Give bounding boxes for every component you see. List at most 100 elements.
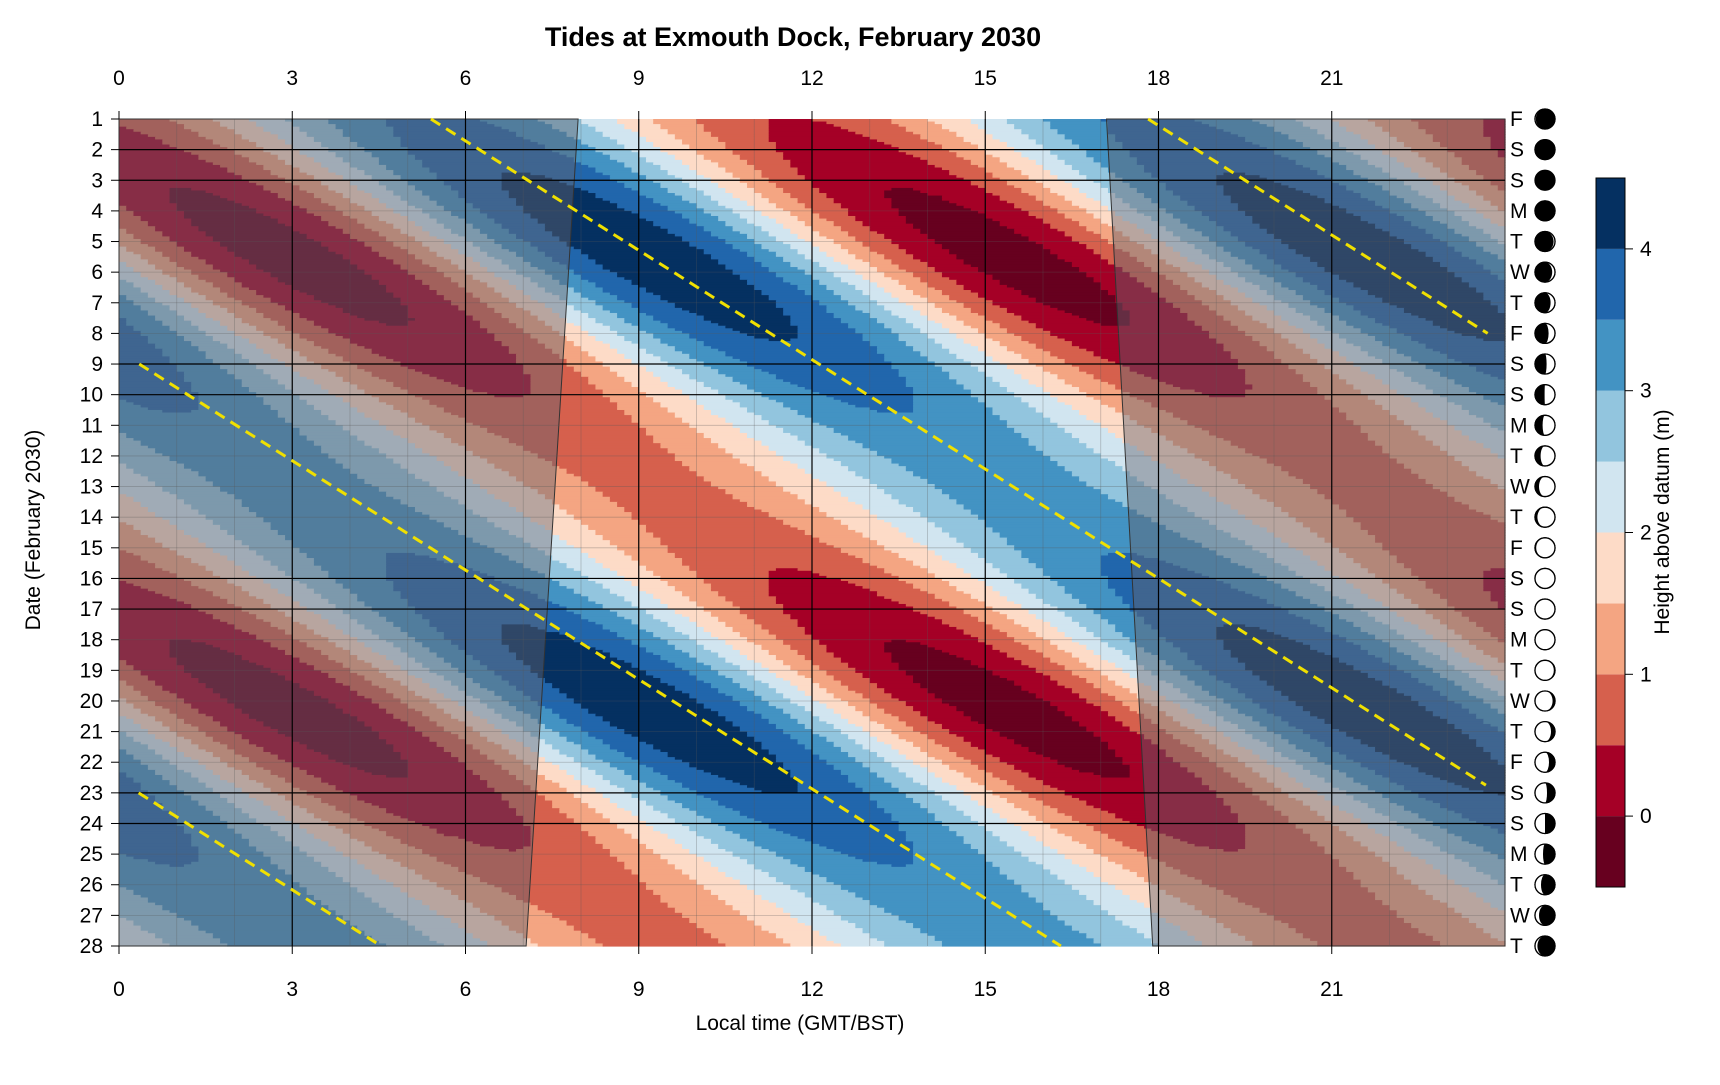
heat-cell (1338, 300, 1383, 304)
heat-cell (335, 205, 366, 209)
heat-cell (1086, 348, 1225, 352)
heat-cell (1216, 223, 1261, 227)
heat-cell (328, 328, 488, 332)
heat-cell (588, 190, 640, 194)
heat-cell (1050, 187, 1080, 192)
heat-cell (1353, 131, 1391, 135)
heat-cell (350, 233, 380, 238)
heat-cell (754, 287, 799, 291)
heat-cell (609, 369, 647, 373)
heat-cell (833, 290, 864, 294)
heat-cell (790, 320, 842, 324)
heat-cell (537, 315, 560, 319)
heat-cell (248, 119, 286, 123)
heat-cell (523, 307, 553, 312)
heat-cell (487, 254, 517, 258)
heat-cell (1266, 256, 1311, 260)
heat-cell (732, 195, 763, 199)
heat-cell (992, 376, 1022, 380)
heat-cell (1382, 358, 1412, 363)
heat-cell (913, 274, 943, 278)
heat-cell (682, 162, 719, 166)
heat-cell (934, 302, 965, 306)
heat-cell (1201, 233, 1232, 238)
heat-cell (963, 358, 994, 363)
heat-cell (682, 141, 726, 146)
heat-cell (985, 190, 1022, 194)
heat-cell (833, 256, 856, 260)
heat-cell (1440, 187, 1470, 192)
heat-cell (299, 170, 329, 174)
heat-cell (350, 139, 402, 143)
heat-cell (689, 335, 755, 340)
heat-cell (891, 277, 921, 281)
heat-cell (747, 221, 777, 225)
heat-cell (1057, 157, 1095, 161)
heat-cell (1411, 119, 1484, 123)
heat-cell (790, 282, 820, 286)
heat-cell (638, 131, 669, 135)
heat-cell (696, 187, 726, 192)
heat-cell (1338, 335, 1376, 340)
heat-cell (1403, 353, 1448, 357)
heat-cell (1432, 233, 1463, 238)
heat-cell (624, 356, 661, 360)
heat-cell (581, 274, 618, 278)
heat-cell (1454, 379, 1506, 383)
heat-cell (1295, 139, 1333, 143)
heat-cell (1043, 147, 1080, 151)
heat-cell (169, 290, 192, 294)
heat-cell (1403, 371, 1441, 375)
heat-cell (775, 182, 813, 186)
heat-cell (176, 261, 207, 266)
heat-cell (992, 134, 1030, 138)
heat-cell (1367, 180, 1405, 184)
heat-cell (133, 269, 163, 273)
heat-cell (1403, 310, 1499, 314)
heat-cell (1353, 343, 1383, 347)
heat-cell (234, 315, 264, 319)
heat-cell (1151, 200, 1188, 204)
heat-cell (581, 328, 611, 332)
heat-cell (1245, 295, 1275, 299)
heat-cell (342, 195, 373, 199)
heat-cell (119, 259, 149, 263)
heat-cell (1050, 190, 1080, 194)
heat-cell (263, 348, 293, 352)
heat-cell (1043, 218, 1073, 222)
heat-cell (653, 223, 698, 227)
heat-cell (270, 190, 308, 194)
heat-cell (1317, 131, 1354, 135)
heat-cell (256, 264, 358, 268)
heat-cell (335, 126, 394, 130)
heat-cell (205, 233, 308, 238)
heat-cell (1086, 228, 1116, 232)
heat-cell (220, 366, 257, 370)
heat-cell (1353, 305, 1398, 309)
heat-cell (1043, 348, 1087, 352)
heat-cell (1403, 215, 1434, 220)
heat-cell (248, 287, 293, 291)
heat-cell (1346, 210, 1391, 215)
heat-cell (1115, 172, 1152, 176)
heat-cell (1187, 259, 1217, 263)
heat-cell (884, 141, 936, 146)
heat-cell (465, 254, 488, 258)
heat-cell (386, 290, 438, 294)
heat-cell (501, 343, 546, 347)
heat-cell (1021, 356, 1059, 360)
heat-cell (516, 254, 546, 258)
heat-cell (1136, 190, 1174, 194)
heat-cell (1071, 364, 1124, 368)
heat-cell (783, 187, 820, 192)
heat-cell (804, 221, 835, 225)
heat-cell (1050, 152, 1087, 156)
heat-cell (1497, 154, 1506, 158)
heat-cell (913, 348, 950, 352)
heat-cell (638, 134, 676, 138)
heat-cell (689, 241, 726, 245)
heat-cell (819, 282, 849, 286)
heat-cell (1396, 392, 1434, 396)
heat-cell (1129, 203, 1160, 207)
heat-cell (277, 320, 315, 324)
